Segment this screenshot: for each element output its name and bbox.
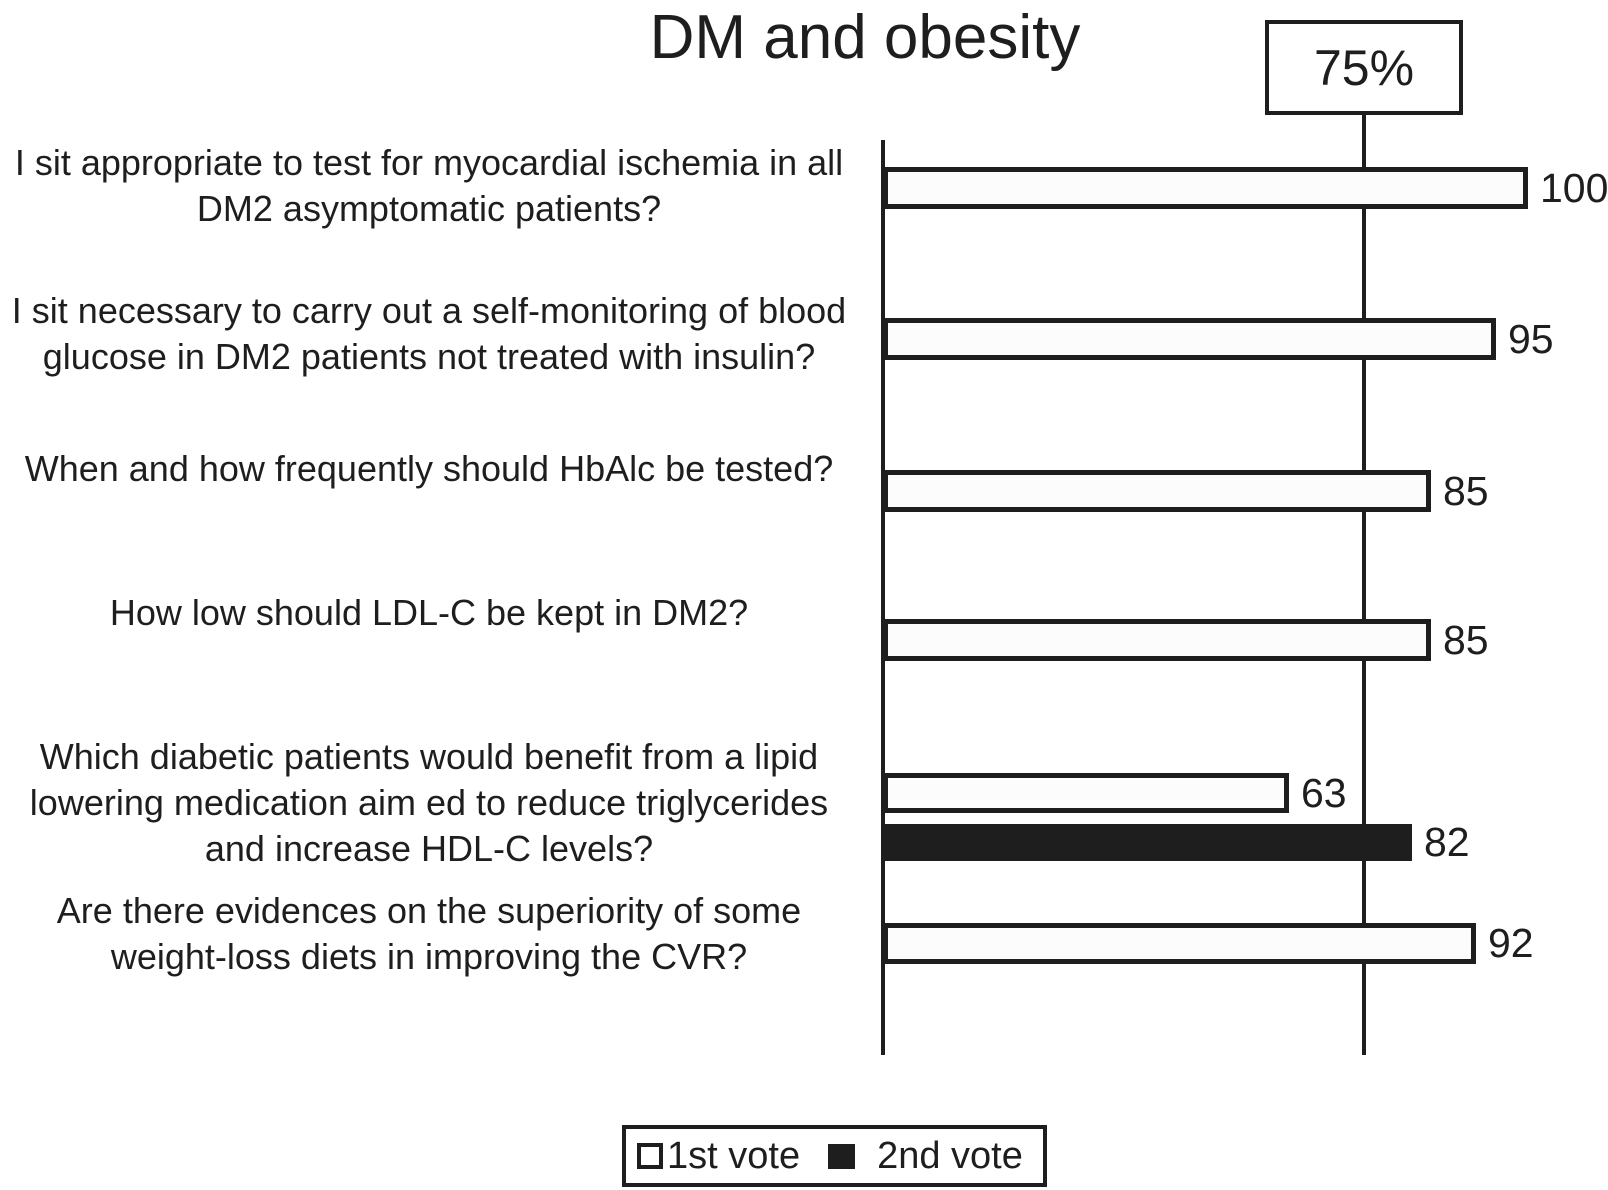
category-label-5: Which diabetic patients would benefit fr… <box>29 736 829 869</box>
bar-first-vote <box>883 318 1496 360</box>
value-label: 100 <box>1540 164 1608 211</box>
bar-row: 85 <box>883 619 1489 661</box>
threshold-label: 75% <box>1313 39 1415 96</box>
bar-first-vote <box>883 619 1431 661</box>
y-axis-line <box>881 140 885 1055</box>
bar-row: 63 <box>883 769 1347 816</box>
category-label-2: I sit necessary to carry out a self-moni… <box>11 290 847 377</box>
threshold-box: 75% <box>1265 20 1463 115</box>
bar-first-vote <box>883 773 1289 813</box>
bar-second-vote <box>883 824 1412 861</box>
bar-row: 92 <box>883 923 1534 964</box>
category-label-3: When and how frequently should HbAlc be … <box>24 448 834 489</box>
value-label: 82 <box>1424 819 1470 865</box>
bar-row: 95 <box>883 318 1554 360</box>
bar-row: 82 <box>883 819 1470 865</box>
legend-label-first-vote: 1st vote <box>667 1134 801 1177</box>
legend-label-second-vote: 2nd vote <box>877 1134 1023 1177</box>
bar-first-vote <box>883 167 1528 209</box>
value-label: 85 <box>1443 616 1489 663</box>
chart-title: DM and obesity <box>649 3 1081 72</box>
bar-first-vote <box>883 470 1431 512</box>
category-label-1: I sit appropriate to test for myocardial… <box>14 142 844 229</box>
value-label: 92 <box>1488 920 1534 966</box>
bar-row: 100 <box>883 167 1608 209</box>
value-label: 95 <box>1508 315 1554 362</box>
value-label: 63 <box>1301 769 1347 816</box>
bar-row: 85 <box>883 470 1489 512</box>
bar-first-vote <box>883 923 1476 964</box>
legend-box: 1st vote 2nd vote <box>622 1125 1047 1187</box>
category-label-6: Are there evidences on the superiority o… <box>56 890 802 977</box>
first-vote-swatch-icon <box>637 1143 663 1169</box>
value-label: 85 <box>1443 467 1489 514</box>
threshold-reference-line <box>1362 113 1366 1055</box>
category-label-4: How low should LDL-C be kept in DM2? <box>109 592 749 633</box>
second-vote-swatch-icon <box>828 1143 856 1169</box>
